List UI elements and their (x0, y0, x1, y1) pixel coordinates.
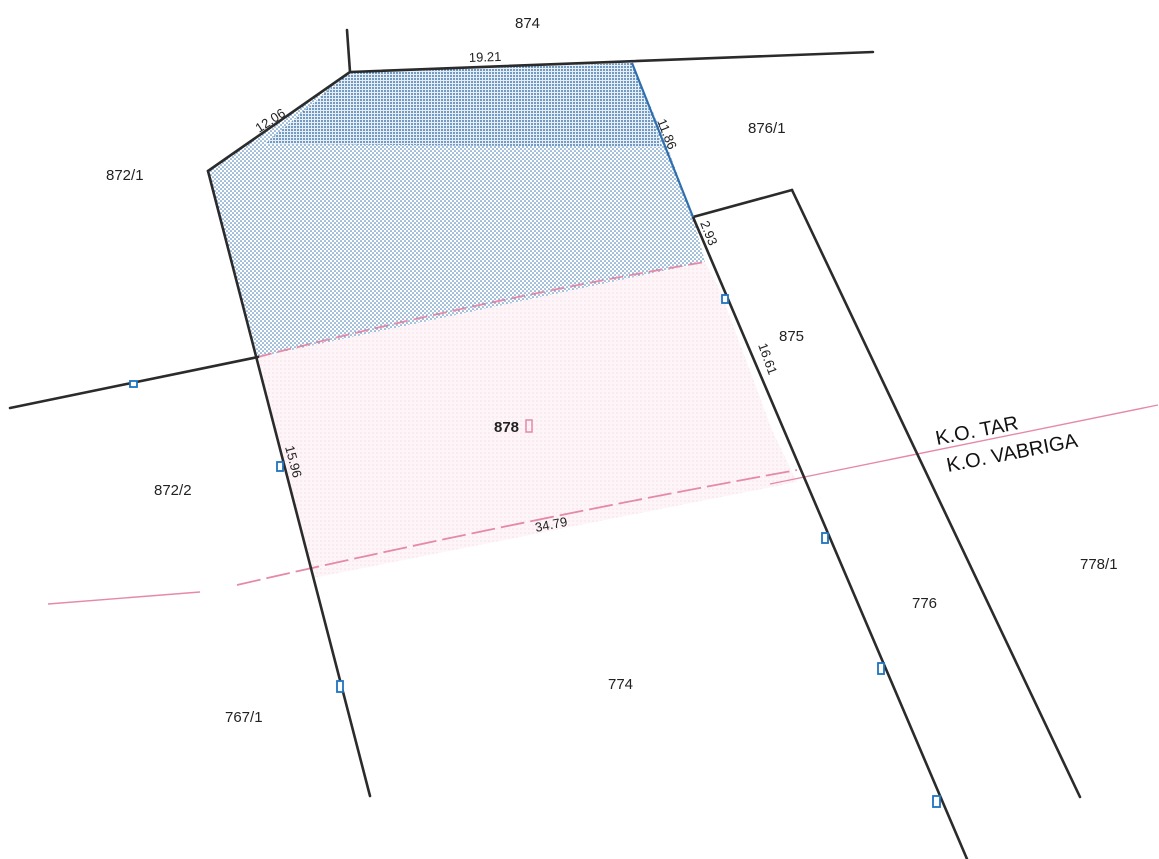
boundary-line (345, 28, 352, 74)
boundary-line (206, 70, 352, 173)
parcel-label: 872/1 (106, 167, 144, 184)
parcel-878-blue-dense-area (265, 63, 662, 147)
blue-boundary-line (630, 62, 695, 218)
pink-dashed-line (236, 469, 798, 586)
dimension-label: 34.79 (534, 514, 569, 535)
boundary-line (691, 215, 969, 859)
pink-marker (525, 419, 533, 433)
pink-dashed-line (257, 261, 706, 358)
parcel-label: 876/1 (748, 120, 786, 137)
parcel-label: 767/1 (225, 709, 263, 726)
dimension-label: 19.21 (469, 49, 502, 65)
boundary-marker (821, 532, 829, 544)
parcel-label: 778/1 (1080, 556, 1118, 573)
boundary-line (790, 188, 1082, 799)
zone-boundary-line (769, 404, 1159, 485)
parcel-label: 872/2 (154, 482, 192, 499)
boundary-line (691, 188, 794, 219)
boundary-marker (276, 461, 284, 472)
boundary-marker (877, 662, 885, 675)
boundary-marker (336, 680, 344, 693)
parcel-label: 776 (912, 595, 937, 612)
parcel-label: 774 (608, 676, 633, 693)
parcel-label: 875 (779, 328, 804, 345)
parcel-label: 878 (494, 419, 519, 436)
zone-boundary-line (47, 591, 201, 605)
boundary-line (348, 50, 875, 74)
boundary-marker (932, 795, 941, 808)
boundary-marker (129, 380, 138, 388)
parcel-label: 874 (515, 15, 540, 32)
boundary-marker (721, 294, 729, 304)
